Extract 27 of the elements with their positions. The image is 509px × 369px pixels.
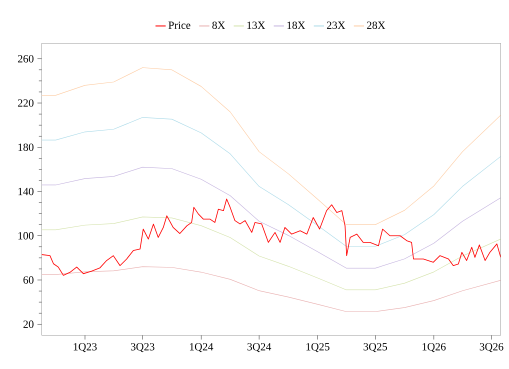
- line-series: [42, 266, 501, 312]
- legend-label: Price: [168, 22, 190, 29]
- y-tick-label: 140: [18, 188, 34, 196]
- y-tick-label: 260: [18, 55, 34, 62]
- x-tick-label: 3Q25: [364, 343, 388, 352]
- x-tick-label: 1Q25: [306, 343, 330, 352]
- line-series: [42, 198, 501, 276]
- legend-label: 18X: [287, 22, 306, 29]
- y-tick-label: 60: [23, 276, 34, 284]
- x-tick-label: 3Q24: [247, 343, 272, 352]
- x-tick-label: 1Q24: [190, 343, 214, 352]
- line-series: [42, 117, 501, 247]
- x-tick-label: 3Q23: [130, 343, 154, 352]
- y-tick-label: 100: [18, 232, 34, 240]
- x-tick-label: 1Q23: [74, 343, 97, 352]
- y-tick-label: 20: [23, 320, 34, 328]
- y-tick-label: 220: [18, 99, 34, 107]
- x-tick-label: 1Q26: [422, 343, 446, 352]
- legend-label: 28X: [367, 22, 386, 29]
- line-series: [42, 166, 501, 268]
- y-tick-label: 180: [18, 144, 34, 151]
- legend-label: 8X: [212, 22, 226, 29]
- line-series: [42, 216, 501, 290]
- x-tick-label: 3Q26: [480, 343, 504, 352]
- line-series: [42, 67, 501, 225]
- legend-label: 13X: [247, 22, 266, 29]
- legend-label: 23X: [326, 22, 346, 29]
